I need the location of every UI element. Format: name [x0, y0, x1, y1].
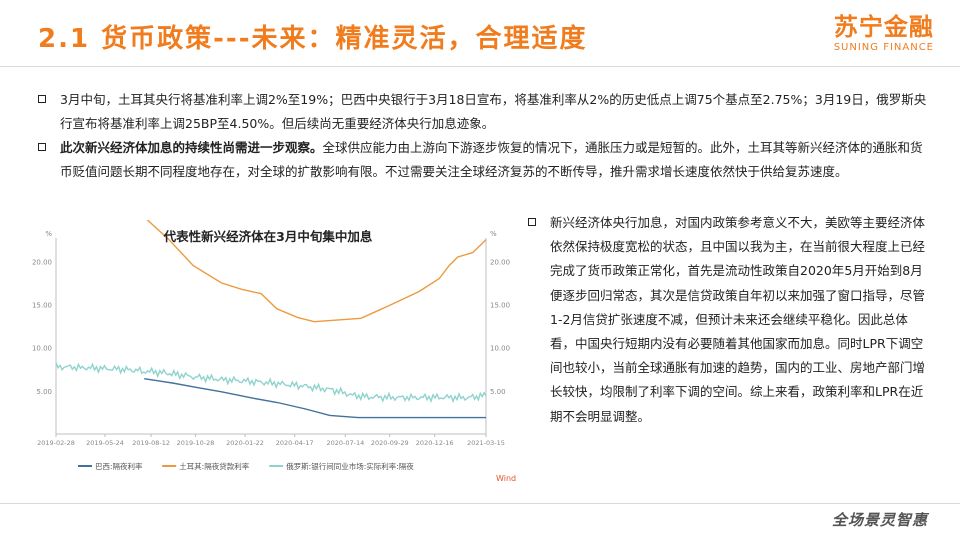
- y-tick-label-left: %: [45, 230, 52, 238]
- bullet-list: 3月中旬，土耳其央行将基准利率上调2%至19%；巴西中央银行于3月18日宣布，将…: [38, 88, 928, 184]
- bullet-bold-text: 此次新兴经济体加息的持续性尚需进一步观察。: [60, 140, 323, 155]
- chart-source: Wind: [496, 474, 517, 483]
- analysis-bullet: 新兴经济体央行加息，对国内政策参考意义不大，美欧等主要经济体依然保持极度宽松的状…: [528, 211, 928, 429]
- x-tick-label: 2019-05-24: [86, 439, 124, 447]
- chart-plot: % 20.00 15.00 10.00 5.00% 20.00 15.00 10.00 5.00…: [32, 213, 510, 471]
- x-tick-label: 2019-08-12: [132, 439, 170, 447]
- checkbox-bullet-icon: [38, 95, 46, 103]
- y-tick-label-right: 10.00: [490, 345, 510, 353]
- chart-title: 代表性新兴经济体在3月中旬集中加息: [163, 229, 373, 244]
- bullet-text: 新兴经济体央行加息，对国内政策参考意义不大，美欧等主要经济体依然保持极度宽松的状…: [550, 215, 926, 424]
- logo-text: 苏宁金融: [833, 13, 934, 41]
- checkbox-bullet-icon: [528, 218, 536, 226]
- bullet-text: 3月中旬，土耳其央行将基准利率上调2%至19%；巴西中央银行于3月18日宣布，将…: [60, 92, 927, 131]
- y-tick-label-left: 10.00: [32, 345, 52, 353]
- legend-label: 巴西:隔夜利率: [95, 461, 143, 471]
- series-line: [55, 362, 487, 404]
- checkbox-bullet-icon: [38, 143, 46, 151]
- logo: 苏宁金融 SUNING FINANCE: [834, 14, 934, 53]
- bullet-text: 全球供应能力由上游向下游逐步恢复的情况下，通胀压力或是短暂的。此外，土耳其等新兴…: [60, 140, 923, 179]
- y-tick-label-right: 20.00: [490, 258, 510, 266]
- y-tick-label-left: 20.00: [32, 258, 52, 266]
- x-tick-label: 2019-10-28: [177, 439, 215, 447]
- chart: 代表性新兴经济体在3月中旬集中加息 % 20.00 15.00 10.00 5.00% 2…: [18, 213, 518, 490]
- x-tick-label: 2020-07-14: [326, 439, 364, 447]
- bullet-item: 此次新兴经济体加息的持续性尚需进一步观察。全球供应能力由上游向下游逐步恢复的情况…: [38, 136, 928, 184]
- page-title: 2.1 货币政策---未来：精准灵活，合理适度: [38, 24, 588, 54]
- legend-label: 俄罗斯:银行间同业市场:实际利率:隔夜: [286, 461, 414, 471]
- x-tick-label: 2019-02-28: [37, 439, 75, 447]
- x-tick-label: 2020-12-16: [416, 439, 454, 447]
- footer-slogan: 全场景灵智惠: [831, 511, 928, 529]
- y-tick-label-right: %: [490, 230, 497, 238]
- y-tick-label-right: 15.00: [490, 301, 510, 309]
- x-tick-label: 2020-04-17: [276, 439, 314, 447]
- x-tick-label: 2020-09-29: [371, 439, 409, 447]
- x-tick-label: 2020-01-22: [226, 439, 264, 447]
- series-line: [140, 213, 487, 323]
- bullet-item: 新兴经济体央行加息，对国内政策参考意义不大，美欧等主要经济体依然保持极度宽松的状…: [528, 211, 928, 429]
- header-divider: [0, 66, 960, 67]
- y-tick-label-left: 5.00: [36, 388, 52, 396]
- y-tick-label-right: 5.00: [490, 388, 506, 396]
- x-tick-label: 2021-03-15: [467, 439, 505, 447]
- y-tick-label-left: 15.00: [32, 301, 52, 309]
- series-line: [144, 378, 486, 419]
- bullet-item: 3月中旬，土耳其央行将基准利率上调2%至19%；巴西中央银行于3月18日宣布，将…: [38, 88, 928, 136]
- footer-divider: [0, 503, 960, 504]
- logo-subtext: SUNING FINANCE: [833, 42, 934, 53]
- legend-label: 土耳其:隔夜贷款利率: [179, 461, 250, 471]
